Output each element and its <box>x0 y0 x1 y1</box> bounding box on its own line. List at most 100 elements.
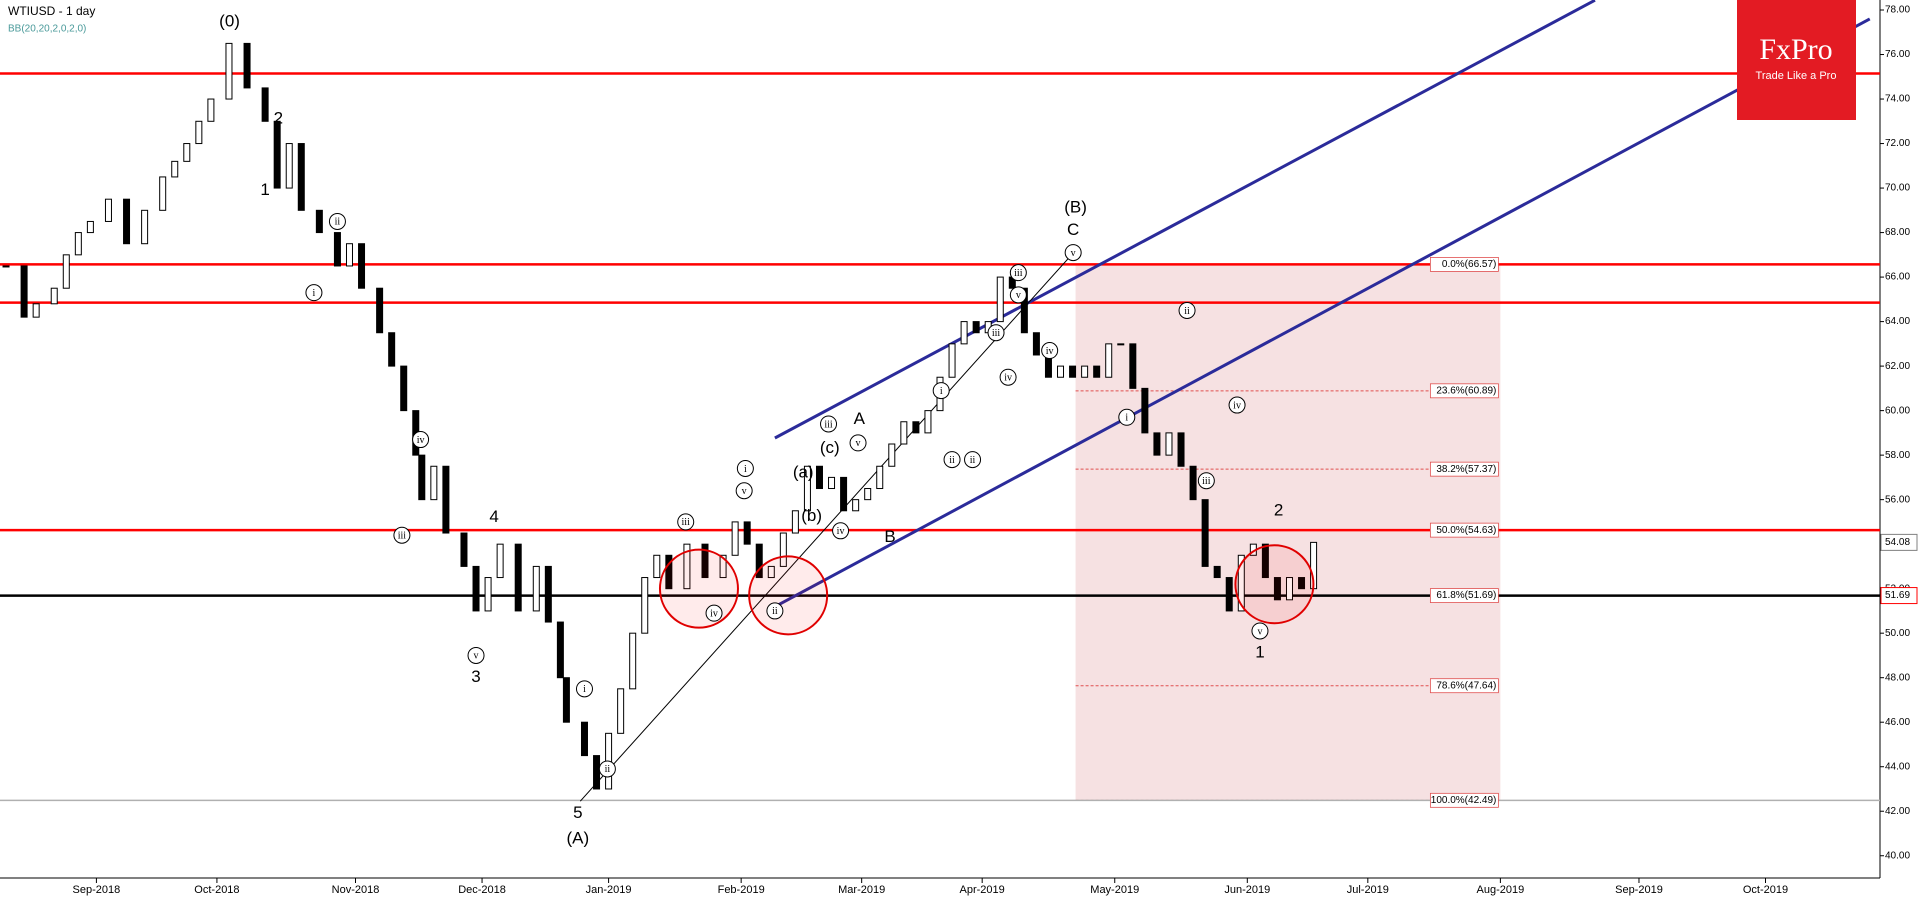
candle <box>472 565 480 612</box>
candle <box>1032 332 1040 356</box>
wave-label: v <box>1257 626 1262 637</box>
candle <box>20 265 28 318</box>
candle <box>141 209 149 245</box>
wave-label: iii <box>992 328 1001 339</box>
candle <box>1189 465 1197 501</box>
candle <box>1020 287 1028 334</box>
wave-label: (a) <box>793 462 814 481</box>
wave-label: i <box>313 288 316 299</box>
candle <box>1177 432 1185 467</box>
x-tick-label: Feb-2019 <box>718 884 765 896</box>
y-tick-label: 44.00 <box>1885 761 1910 772</box>
wave-label: iv <box>1004 373 1012 384</box>
wave-label: iii <box>1202 476 1211 487</box>
y-tick-label: 50.00 <box>1885 628 1910 639</box>
candle <box>1141 387 1149 434</box>
x-tick-label: Nov-2018 <box>332 884 380 896</box>
wave-circle <box>943 451 961 469</box>
wave-label: 5 <box>573 803 582 822</box>
wave-label: v <box>1071 248 1076 259</box>
candle <box>1225 577 1233 612</box>
wave-label: iii <box>682 517 691 528</box>
wave-label: A <box>854 409 866 428</box>
candle <box>1105 343 1113 378</box>
candle <box>1165 432 1173 456</box>
candle <box>779 532 787 567</box>
wave-label: (A) <box>567 829 590 848</box>
wave-circle <box>999 368 1017 386</box>
wave-label: iii <box>398 531 407 542</box>
wave-label: iv <box>417 435 425 446</box>
y-tick-label: 40.00 <box>1885 850 1910 861</box>
candle <box>74 232 82 256</box>
candle <box>593 755 601 790</box>
candle <box>358 243 366 289</box>
highlight-circle <box>658 548 739 629</box>
indicator-label: BB(20,20,2,0,2,0) <box>8 24 86 35</box>
candle <box>719 554 727 579</box>
candle <box>484 577 492 612</box>
wave-label: C <box>1067 220 1079 239</box>
candle <box>912 421 920 434</box>
candle <box>460 532 468 567</box>
wave-label: i <box>1125 413 1128 424</box>
candle <box>183 143 191 162</box>
candle <box>864 488 872 501</box>
wave-label: B <box>884 527 895 546</box>
x-tick-label: Sep-2018 <box>73 884 121 896</box>
y-tick-label: 72.00 <box>1885 138 1910 149</box>
y-tick-label: 68.00 <box>1885 227 1910 238</box>
y-tick-label: 74.00 <box>1885 94 1910 105</box>
wave-label: v <box>1016 290 1021 301</box>
wave-circle <box>1251 622 1269 640</box>
trend-line <box>579 250 1076 802</box>
x-tick-label: Aug-2019 <box>1477 884 1525 896</box>
y-tick-label: 42.00 <box>1885 806 1910 817</box>
price-tag-label: 51.69 <box>1885 590 1910 601</box>
wave-circle <box>412 431 430 449</box>
y-tick-label: 76.00 <box>1885 49 1910 60</box>
candle <box>960 321 968 345</box>
candle <box>972 321 980 334</box>
wave-label: ii <box>1184 306 1190 317</box>
candle <box>755 543 763 579</box>
candle <box>840 476 848 512</box>
fib-label: 50.0%(54.63) <box>1436 525 1496 536</box>
wave-circle <box>677 513 695 531</box>
candle <box>333 232 341 267</box>
candle <box>514 543 522 612</box>
wave-label: (c) <box>820 438 840 457</box>
candle <box>430 465 438 501</box>
wave-label: iv <box>710 608 718 619</box>
candle <box>1273 577 1281 601</box>
x-tick-label: Apr-2019 <box>960 884 1005 896</box>
candle <box>1285 577 1293 601</box>
candle <box>556 621 564 679</box>
candle <box>1057 365 1065 378</box>
candle <box>996 276 1004 323</box>
wave-circle <box>1197 472 1215 490</box>
x-tick-label: Sep-2019 <box>1615 884 1663 896</box>
candle <box>86 220 94 234</box>
price-tag <box>1880 587 1918 605</box>
x-tick-label: Jun-2019 <box>1224 884 1270 896</box>
wave-label: 1 <box>1255 643 1264 662</box>
y-tick-label: 56.00 <box>1885 494 1910 505</box>
fib-label: 23.6%(60.89) <box>1436 385 1496 396</box>
wave-circle <box>1009 264 1027 282</box>
candle <box>400 365 408 412</box>
candle <box>418 454 426 501</box>
candle <box>1081 365 1089 378</box>
candle <box>285 143 293 189</box>
candle <box>665 554 673 590</box>
candle <box>123 198 131 245</box>
candle <box>62 254 70 289</box>
trend-line <box>774 0 1596 440</box>
candle <box>743 521 751 545</box>
candle <box>496 543 504 579</box>
wave-label: ii <box>335 217 341 228</box>
wave-label: ii <box>772 606 778 617</box>
fib-label-box <box>1429 588 1499 603</box>
fib-label: 61.8%(51.69) <box>1436 590 1496 601</box>
candle <box>641 577 649 634</box>
